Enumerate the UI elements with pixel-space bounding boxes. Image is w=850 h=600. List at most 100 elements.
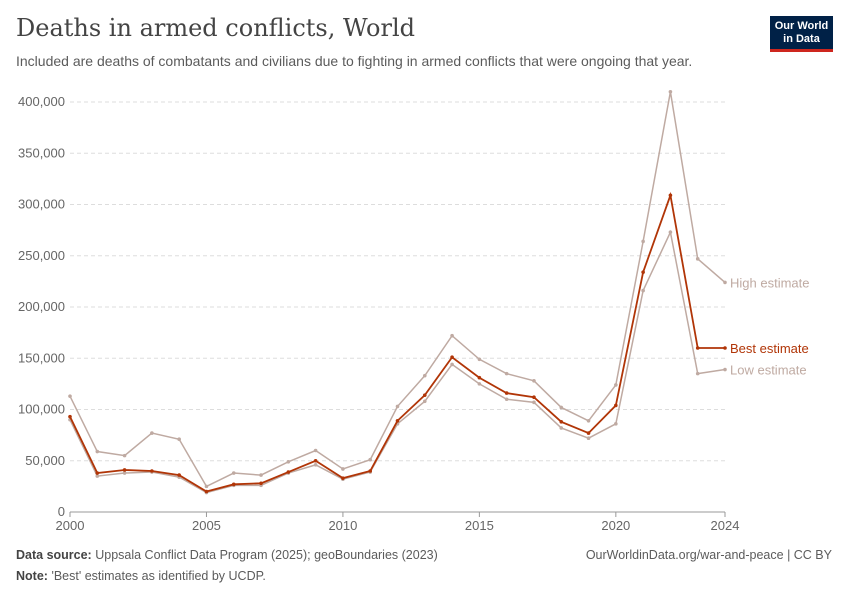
data-point-high-estimate <box>450 333 454 338</box>
data-point-high-estimate <box>695 257 700 261</box>
data-point-high-estimate <box>231 471 236 475</box>
series-line-best-estimate <box>69 191 725 493</box>
data-point-high-estimate <box>395 404 400 409</box>
data-point-high-estimate <box>641 239 645 244</box>
data-point-high-estimate <box>723 280 727 285</box>
data-point-high-estimate <box>422 373 427 378</box>
y-tick-label: 300,000 <box>18 197 65 212</box>
data-point-low-estimate <box>614 422 618 426</box>
logo-line1: Our World <box>774 20 829 32</box>
data-point-best-estimate <box>422 393 427 397</box>
y-tick-label: 150,000 <box>18 350 65 365</box>
data-point-high-estimate <box>286 459 291 464</box>
data-point-high-estimate <box>150 431 154 435</box>
chart-title: Deaths in armed conflicts, World <box>16 14 415 42</box>
data-point-low-estimate <box>450 362 454 367</box>
data-point-low-estimate <box>559 426 564 430</box>
y-tick-label: 0 <box>58 504 65 519</box>
data-point-low-estimate <box>504 397 509 402</box>
data-point-high-estimate <box>477 357 482 362</box>
data-point-best-estimate <box>668 193 673 198</box>
data-point-best-estimate <box>586 431 591 435</box>
data-point-high-estimate <box>586 418 591 423</box>
owid-logo[interactable]: Our World in Data <box>770 16 833 52</box>
data-point-best-estimate <box>122 468 127 472</box>
data-point-high-estimate <box>532 379 536 383</box>
data-point-high-estimate <box>68 394 72 398</box>
data-point-high-estimate <box>341 467 345 471</box>
data-point-best-estimate <box>150 469 154 473</box>
data-point-high-estimate <box>313 448 318 453</box>
data-point-high-estimate <box>259 473 263 477</box>
data-point-low-estimate <box>477 382 482 386</box>
y-tick-label: 200,000 <box>18 299 65 314</box>
data-source: Data source: Uppsala Conflict Data Progr… <box>16 548 438 562</box>
data-point-low-estimate <box>723 367 727 372</box>
data-point-low-estimate <box>641 288 645 293</box>
data-point-high-estimate <box>668 89 673 94</box>
data-point-best-estimate <box>177 473 181 477</box>
x-tick-label: 2000 <box>56 518 85 533</box>
legend-label-high-estimate: High estimate <box>730 275 809 290</box>
data-point-best-estimate <box>614 403 618 408</box>
data-point-high-estimate <box>559 405 564 410</box>
source-label: Data source: <box>16 548 92 562</box>
data-point-high-estimate <box>504 371 509 376</box>
note: Note: 'Best' estimates as identified by … <box>16 569 266 583</box>
logo-line2: in Data <box>783 33 820 45</box>
data-point-low-estimate <box>95 474 100 478</box>
data-point-best-estimate <box>395 418 400 423</box>
x-tick-label: 2005 <box>192 518 221 533</box>
data-point-best-estimate <box>723 346 727 350</box>
data-point-low-estimate <box>422 399 427 404</box>
x-tick-label: 2015 <box>465 518 494 533</box>
y-tick-label: 250,000 <box>18 248 65 263</box>
data-point-best-estimate <box>231 482 236 487</box>
data-point-best-estimate <box>286 470 291 474</box>
data-point-best-estimate <box>641 270 645 274</box>
data-point-high-estimate <box>122 453 127 458</box>
data-point-high-estimate <box>95 449 100 454</box>
data-point-low-estimate <box>586 436 591 441</box>
data-point-best-estimate <box>259 481 263 486</box>
data-point-best-estimate <box>559 420 564 424</box>
data-point-low-estimate <box>668 230 673 234</box>
data-point-low-estimate <box>695 371 700 376</box>
data-point-best-estimate <box>450 355 454 360</box>
data-point-low-estimate <box>313 463 318 467</box>
chart-subtitle: Included are deaths of combatants and ci… <box>16 53 693 69</box>
data-point-high-estimate <box>368 457 373 462</box>
data-point-best-estimate <box>695 346 700 350</box>
source-url[interactable]: OurWorldinData.org/war-and-peace | CC BY <box>585 548 832 562</box>
data-point-best-estimate <box>532 395 536 400</box>
data-point-high-estimate <box>614 383 618 387</box>
y-tick-label: 50,000 <box>25 453 65 468</box>
note-label: Note: <box>16 569 48 583</box>
x-tick-label: 2020 <box>601 518 630 533</box>
x-tick-label: 2024 <box>711 518 740 533</box>
note-text: 'Best' estimates as identified by UCDP. <box>51 569 266 583</box>
data-point-best-estimate <box>68 414 72 419</box>
data-point-low-estimate <box>532 400 536 405</box>
data-point-low-estimate <box>122 471 127 475</box>
data-point-best-estimate <box>204 489 209 494</box>
data-point-best-estimate <box>477 375 482 380</box>
series-line-high-estimate <box>69 91 726 488</box>
y-tick-label: 100,000 <box>18 402 65 417</box>
data-point-best-estimate <box>341 476 345 480</box>
series-line-low-estimate <box>69 229 726 494</box>
x-tick-label: 2010 <box>328 518 357 533</box>
source-text[interactable]: Uppsala Conflict Data Program (2025); ge… <box>95 548 438 562</box>
data-point-best-estimate <box>368 469 373 473</box>
data-point-high-estimate <box>204 484 209 489</box>
legend-label-low-estimate: Low estimate <box>730 363 807 378</box>
data-point-best-estimate <box>504 391 509 395</box>
data-point-best-estimate <box>313 458 318 463</box>
y-tick-label: 400,000 <box>18 94 65 109</box>
data-point-high-estimate <box>177 437 181 442</box>
data-point-best-estimate <box>95 471 100 475</box>
y-tick-label: 350,000 <box>18 145 65 160</box>
legend-label-best-estimate: Best estimate <box>730 341 809 356</box>
